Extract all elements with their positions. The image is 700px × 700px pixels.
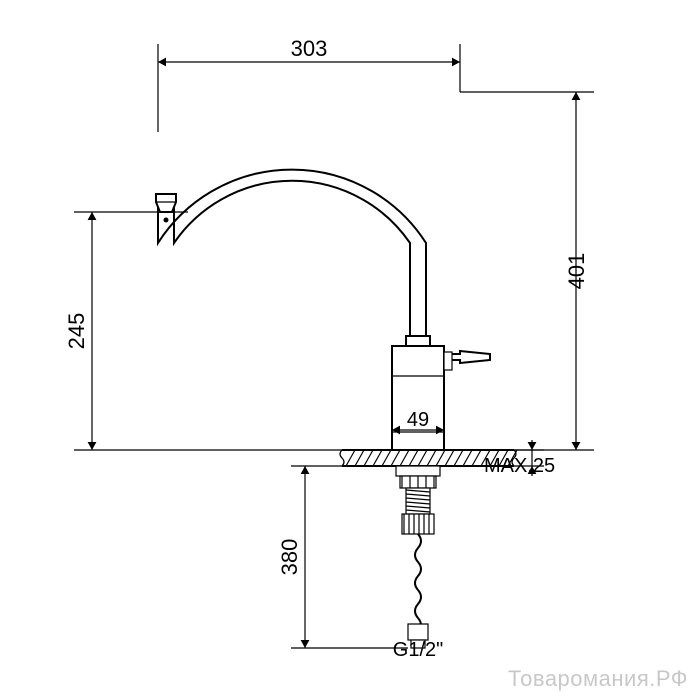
svg-text:380: 380	[277, 539, 302, 576]
watermark-text: Товаромания.РФ	[508, 666, 688, 692]
svg-text:245: 245	[64, 313, 89, 350]
svg-text:303: 303	[291, 36, 328, 61]
svg-text:49: 49	[407, 409, 429, 431]
svg-text:MAX.25: MAX.25	[484, 455, 555, 477]
faucet-technical-drawing: 303 401 245 49 MAX.25 380 G1/2"	[0, 0, 700, 700]
svg-text:401: 401	[564, 253, 589, 290]
svg-text:G1/2": G1/2"	[393, 639, 443, 661]
